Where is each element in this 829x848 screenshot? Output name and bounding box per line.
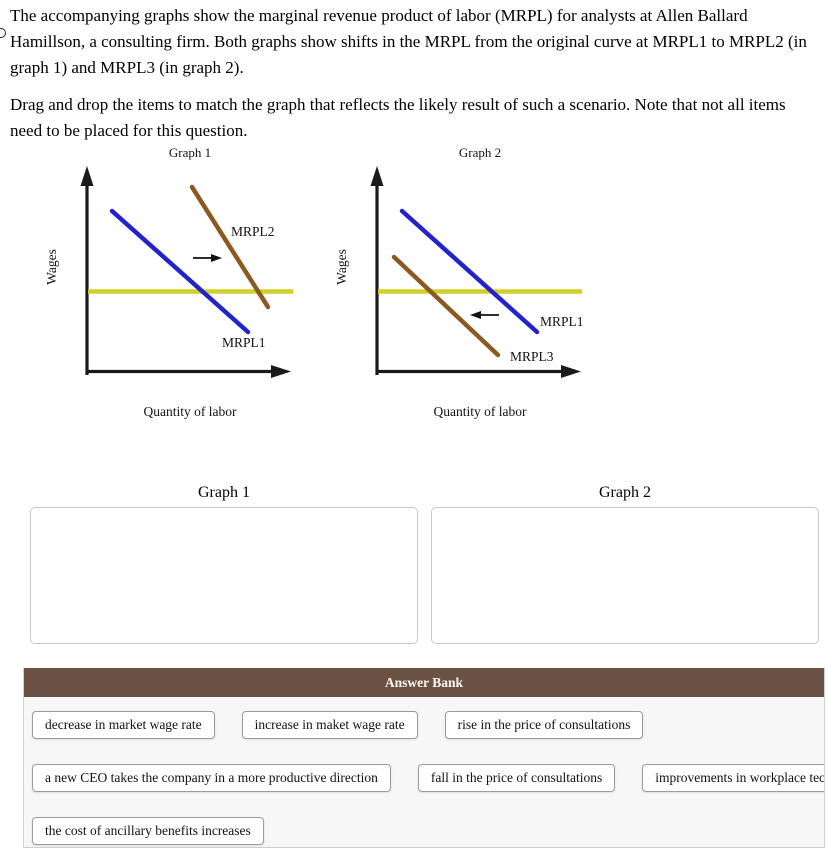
graph1-x-axis-arrowhead [271, 365, 291, 378]
graph2-mrpl1-label: MRPL1 [540, 314, 584, 329]
clipped-list-bullet [0, 28, 6, 38]
graph2-x-axis-arrowhead [561, 365, 581, 378]
graph2-title: Graph 2 [459, 145, 501, 160]
graph2-y-axis-arrowhead [370, 166, 384, 186]
graph2-y-axis-label: Wages [334, 249, 349, 285]
answer-bank-body: decrease in market wage rate increase in… [24, 697, 824, 847]
answer-bank-row: decrease in market wage rate increase in… [32, 711, 644, 739]
answer-item-rise-price-consultations[interactable]: rise in the price of consultations [444, 711, 644, 739]
dropzone-graph2-heading: Graph 2 [599, 484, 651, 501]
drop-zones: Graph 1 Graph 2 [30, 483, 819, 644]
graph1-mrpl1-curve [109, 208, 251, 335]
graph2-shift-left-arrowhead [470, 311, 481, 319]
dropzone-graph1[interactable] [30, 507, 418, 644]
mrpl-graphs-figure: Graph 1 MRPL2 MRPL1 Wages Quantity of la… [44, 145, 584, 419]
graph1-y-axis-arrowhead [80, 166, 94, 186]
graph1-mrpl2-curve [189, 184, 271, 310]
answer-item-fall-price-consultations[interactable]: fall in the price of consultations [417, 764, 616, 792]
dropzone-graph2[interactable] [431, 507, 819, 644]
graph1-mrpl2-label: MRPL2 [231, 224, 275, 239]
graph1: Graph 1 MRPL2 MRPL1 Wages Quantity of la… [44, 145, 293, 419]
graph1-y-axis-label: Wages [44, 249, 59, 285]
answer-bank-row: a new CEO takes the company in a more pr… [32, 764, 824, 792]
instructions-paragraph: Drag and drop the items to match the gra… [10, 95, 786, 140]
graph2: Graph 2 MRPL1 MRPL3 Wages Quantity of la… [334, 145, 584, 419]
answer-bank: Answer Bank decrease in market wage rate… [23, 668, 825, 848]
answer-item-ancillary-benefits[interactable]: the cost of ancillary benefits increases [32, 817, 264, 845]
graph1-title: Graph 1 [169, 145, 211, 160]
answer-item-workplace-technology[interactable]: improvements in workplace technology [642, 764, 824, 792]
dropzone-graph1-heading: Graph 1 [198, 484, 250, 501]
answer-bank-header: Answer Bank [24, 668, 824, 697]
question-paragraph: The accompanying graphs show the margina… [10, 6, 807, 77]
answer-item-decrease-market-wage[interactable]: decrease in market wage rate [32, 711, 215, 739]
answer-bank-row: the cost of ancillary benefits increases [32, 817, 264, 845]
question-text: The accompanying graphs show the margina… [0, 0, 829, 144]
graph2-mrpl3-curve [391, 254, 501, 358]
graph2-x-axis-label: Quantity of labor [434, 404, 527, 419]
answer-item-new-ceo-productive[interactable]: a new CEO takes the company in a more pr… [32, 764, 391, 792]
answer-item-increase-market-wage[interactable]: increase in maket wage rate [241, 711, 418, 739]
graph1-shift-right-arrowhead [211, 254, 222, 262]
graph1-mrpl1-label: MRPL1 [222, 335, 266, 350]
graph2-mrpl1-curve [399, 208, 540, 335]
graph2-mrpl3-label: MRPL3 [510, 349, 554, 364]
graph1-x-axis-label: Quantity of labor [144, 404, 237, 419]
